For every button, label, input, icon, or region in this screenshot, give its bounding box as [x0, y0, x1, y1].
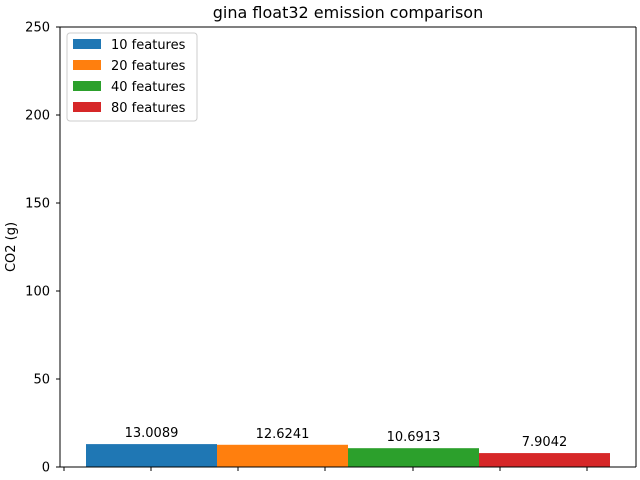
legend-swatch — [73, 102, 101, 112]
axes-group: 0 50 100 150 200 250 — [25, 21, 637, 476]
bar-80-features — [479, 453, 610, 467]
bar-value-label: 7.9042 — [522, 435, 568, 450]
legend-swatch — [73, 81, 101, 91]
bar-value-label: 13.0089 — [125, 426, 179, 441]
y-tick-label: 0 — [42, 461, 50, 476]
bar-value-label: 10.6913 — [387, 430, 441, 445]
legend-entry-label: 80 features — [111, 101, 186, 116]
legend-entry-label: 10 features — [111, 38, 186, 53]
y-tick-label: 100 — [25, 285, 50, 300]
y-axis-label: CO2 (g) — [4, 222, 19, 272]
legend-box — [66, 32, 198, 122]
chart-title: gina float32 emission comparison — [213, 3, 483, 22]
y-tick-label: 250 — [25, 21, 50, 36]
legend: 10 features 20 features 40 features 80 feat… — [66, 32, 198, 122]
bar-labels-group: 13.0089 12.6241 10.6913 7.9042 — [125, 426, 568, 450]
bars-group — [86, 444, 610, 467]
legend-swatch — [73, 60, 101, 70]
y-tick-label: 150 — [25, 197, 50, 212]
legend-swatch — [73, 39, 101, 49]
legend-entry-label: 40 features — [111, 80, 186, 95]
bar-value-label: 12.6241 — [256, 427, 310, 442]
bar-10-features — [86, 444, 217, 467]
legend-entry-label: 20 features — [111, 59, 186, 74]
bar-40-features — [348, 448, 479, 467]
bar-20-features — [217, 444, 348, 467]
y-tick-label: 50 — [33, 373, 50, 388]
y-tick-label: 200 — [25, 109, 50, 124]
